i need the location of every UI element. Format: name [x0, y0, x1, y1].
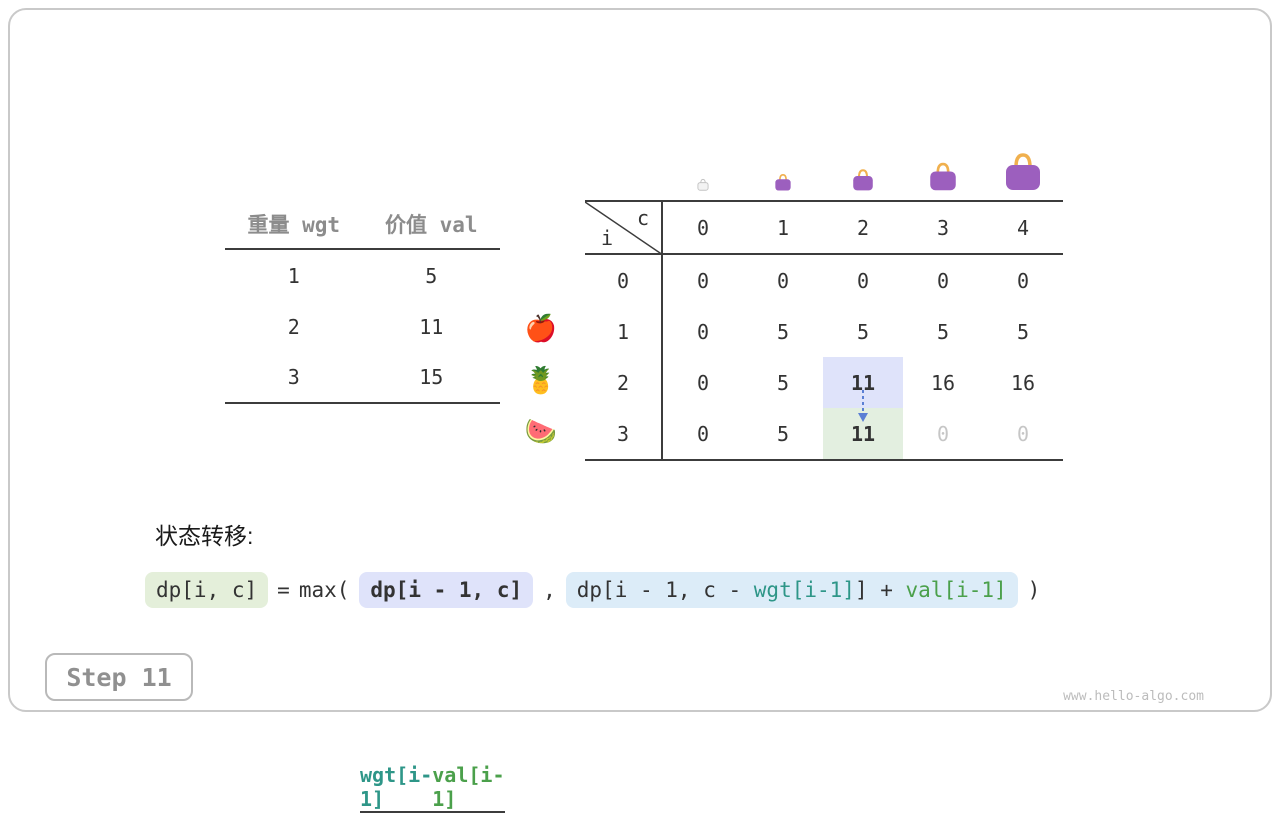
dp-cell: 5	[856, 319, 870, 344]
dp-grid: c i 0 1 2 3 4 0 0 0 0 0 0 1 0 5 5 5 5 2 …	[585, 200, 1063, 461]
dp-cell: 0	[696, 268, 710, 293]
dp-cell: 0	[1016, 268, 1030, 293]
formula-arg2-wgt: wgt[i-1]	[753, 578, 855, 602]
bag-icon-size-4	[1001, 151, 1045, 191]
dp-col-header: 3	[903, 202, 983, 255]
dp-cell: 5	[1016, 319, 1030, 344]
dp-cell-target-highlight: 11	[823, 408, 903, 459]
dp-col-header: 1	[743, 202, 823, 255]
transition-formula: dp[i, c] = max( dp[i - 1, c] , dp[i - 1,…	[145, 572, 1040, 608]
formula-lhs: dp[i, c]	[145, 572, 269, 608]
dp-cell: 16	[1010, 370, 1036, 395]
step-badge: Step 11	[45, 653, 193, 701]
value-formula: val[i-1]	[432, 762, 505, 811]
dp-cell: 0	[936, 268, 950, 293]
weight-formula: wgt[i-1]	[360, 762, 433, 811]
diagram-card: 重量 wgt 价值 val wgt[i-1] val[i-1] 1 5 2 11…	[8, 8, 1272, 813]
bag-icon-size-1	[773, 173, 793, 191]
bag-icon-size-2	[850, 168, 876, 191]
bags-row	[585, 128, 1063, 192]
diagonal-line	[585, 202, 663, 255]
dp-cell: 0	[696, 370, 710, 395]
items-table-formula-row: wgt[i-1] val[i-1]	[360, 762, 505, 813]
formula-close-paren: )	[1027, 578, 1041, 602]
value-header: 价值 val	[384, 213, 478, 237]
dp-cell: 5	[936, 319, 950, 344]
formula-arg1: dp[i - 1, c]	[359, 572, 534, 608]
dp-row-label: 0	[585, 255, 663, 306]
items-table-header: 重量 wgt 价值 val	[225, 200, 500, 250]
dp-cell: 0	[696, 319, 710, 344]
watermelon-icon: 🍉	[524, 417, 558, 447]
dp-table: c i 0 1 2 3 4 0 0 0 0 0 0 1 0 5 5 5 5 2 …	[585, 200, 1063, 461]
item-value: 5	[425, 263, 438, 288]
dp-cell: 0	[1016, 421, 1030, 446]
dp-cell: 5	[776, 421, 790, 446]
dp-cell-source-highlight: 11	[823, 357, 903, 408]
dp-col-header: 4	[983, 202, 1063, 255]
watermark: www.hello-algo.com	[1063, 689, 1204, 704]
formula-equals: =	[277, 578, 290, 602]
formula-comma: ,	[543, 578, 556, 602]
dp-cell: 0	[776, 268, 790, 293]
item-weight: 1	[287, 263, 300, 288]
apple-icon: 🍎	[524, 314, 558, 344]
dp-row-label: 1	[585, 306, 663, 357]
dp-cell: 5	[776, 370, 790, 395]
item-row: 3 15	[225, 352, 500, 404]
formula-arg2-val: val[i-1]	[905, 578, 1007, 602]
bag-icon-size-3	[926, 161, 960, 191]
weight-header: 重量 wgt	[247, 213, 341, 237]
item-value: 15	[419, 365, 444, 389]
dp-cell: 16	[930, 370, 956, 395]
dp-col-header: 2	[823, 202, 903, 255]
corner-row-label: i	[601, 226, 614, 250]
formula-arg2: dp[i - 1, c - wgt[i-1]] + val[i-1]	[565, 572, 1018, 608]
dp-cell: 5	[776, 319, 790, 344]
formula-arg2-prefix: dp[i - 1, c -	[576, 578, 754, 602]
dp-col-header: 0	[663, 202, 743, 255]
item-row: 1 5	[225, 250, 500, 301]
dp-cell: 0	[936, 421, 950, 446]
dp-row-label: 3	[585, 408, 663, 459]
transition-title: 状态转移:	[155, 523, 254, 549]
dp-corner: c i	[585, 202, 663, 255]
item-value: 11	[419, 314, 444, 339]
dp-cell: 0	[856, 268, 870, 293]
pineapple-icon: 🍍	[524, 366, 558, 396]
item-row: 2 11	[225, 301, 500, 352]
corner-col-label: c	[636, 206, 649, 230]
item-weight: 2	[287, 314, 300, 339]
transition-arrow-icon	[858, 390, 868, 422]
dp-cell: 0	[696, 421, 710, 446]
dp-row-label: 2	[585, 357, 663, 408]
empty-bag-icon	[696, 178, 710, 191]
formula-max-open: max(	[298, 578, 350, 602]
item-weight: 3	[287, 365, 300, 389]
formula-arg2-infix: ] +	[854, 578, 906, 602]
items-table: 重量 wgt 价值 val wgt[i-1] val[i-1] 1 5 2 11…	[225, 200, 505, 813]
